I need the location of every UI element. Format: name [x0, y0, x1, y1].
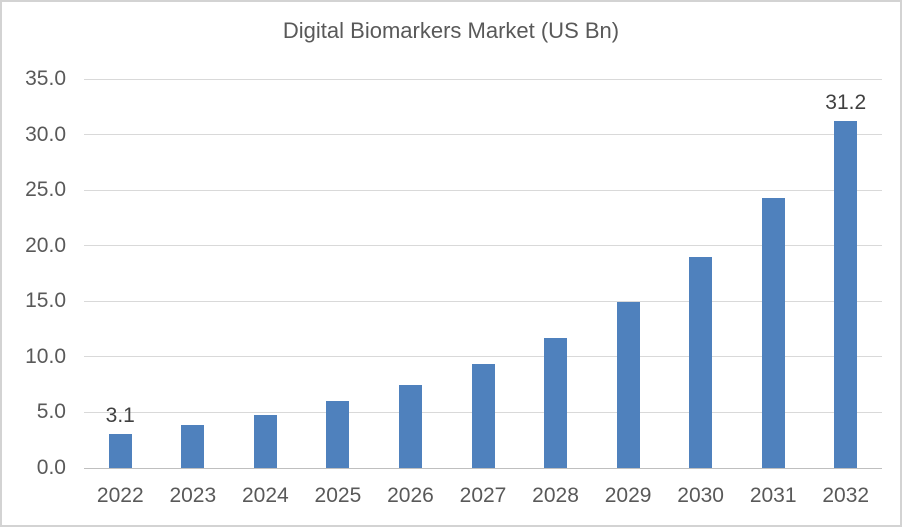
- gridline: [84, 300, 882, 302]
- x-tick-label: 2025: [314, 484, 362, 507]
- x-tick-label: 2029: [604, 484, 652, 507]
- bar: [326, 401, 350, 468]
- bar: [108, 433, 132, 468]
- gridline: [84, 189, 882, 191]
- bar-data-label: 31.2: [825, 91, 867, 115]
- x-tick-label: 2032: [822, 484, 870, 507]
- y-tick-label: 35.0: [25, 67, 66, 90]
- x-axis-line: [84, 467, 882, 469]
- gridline: [84, 134, 882, 136]
- x-tick-label: 2031: [749, 484, 797, 507]
- bar: [834, 121, 858, 468]
- bar-data-label: 3.1: [105, 403, 135, 427]
- bar: [181, 424, 205, 468]
- bar: [761, 197, 785, 468]
- bar: [544, 337, 568, 468]
- y-tick-label: 30.0: [25, 122, 66, 146]
- y-tick-label: 5.0: [36, 400, 66, 424]
- x-tick-label: 2024: [242, 484, 289, 507]
- y-tick-label: 10.0: [25, 344, 66, 368]
- x-tick-label: 2023: [169, 484, 217, 507]
- plot-area: [84, 78, 882, 469]
- gridline: [84, 356, 882, 358]
- x-tick-label: 2022: [96, 484, 144, 507]
- bar: [616, 302, 640, 468]
- bar: [253, 414, 277, 468]
- y-tick-label: 25.0: [25, 178, 66, 202]
- gridline: [84, 78, 882, 80]
- chart-title: Digital Biomarkers Market (US Bn): [282, 18, 620, 43]
- y-tick-label: 15.0: [25, 289, 66, 313]
- bar: [471, 363, 495, 468]
- x-tick-label: 2027: [459, 484, 507, 507]
- y-tick-label: 20.0: [25, 233, 66, 257]
- x-tick-label: 2026: [387, 484, 434, 507]
- x-tick-label: 2030: [677, 484, 724, 507]
- x-tick-label: 2028: [532, 484, 579, 507]
- y-tick-label: 0.0: [36, 456, 66, 479]
- gridline: [84, 245, 882, 247]
- bar: [398, 384, 422, 468]
- bar: [689, 256, 713, 468]
